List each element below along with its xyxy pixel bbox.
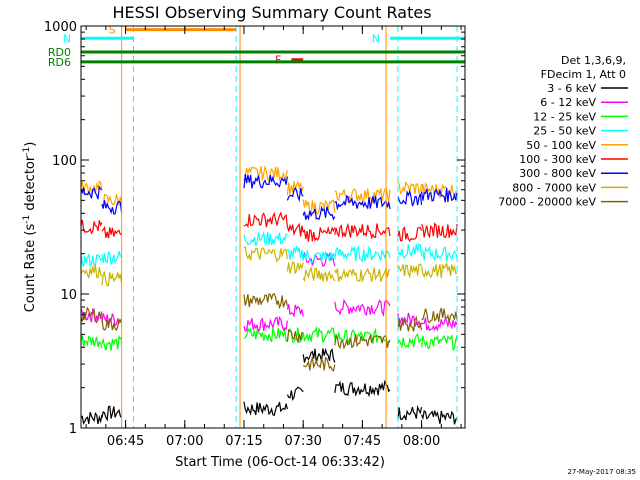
flag-label: RD0 bbox=[48, 46, 71, 59]
y-tick-label: 100 bbox=[52, 154, 77, 169]
x-tick-label: 07:00 bbox=[166, 434, 203, 449]
legend-entry-label: 25 - 50 keV bbox=[533, 125, 596, 138]
legend-entry-label: 800 - 7000 keV bbox=[512, 181, 596, 194]
series-line bbox=[80, 211, 458, 243]
flag-label: N bbox=[372, 32, 380, 45]
y-tick-label: 1000 bbox=[44, 20, 77, 35]
x-tick-label: 07:15 bbox=[225, 434, 262, 449]
x-tick-label: 08:00 bbox=[403, 434, 440, 449]
series-line bbox=[80, 293, 458, 373]
y-axis-title-suffix: ) bbox=[23, 142, 38, 147]
timestamp: 27-May-2017 08:35 bbox=[567, 468, 636, 476]
x-axis-title: Start Time (06-Oct-14 06:33:42) bbox=[175, 455, 385, 470]
series-line bbox=[80, 251, 458, 333]
legend-entry-label: 300 - 800 keV bbox=[519, 167, 596, 180]
flag-label: S bbox=[109, 24, 116, 37]
y-axis-title-sup1: -1 bbox=[22, 215, 32, 224]
y-axis: 1 10 100 1000 bbox=[44, 20, 465, 437]
flag-label: F bbox=[275, 54, 281, 67]
legend-entry-label: 100 - 300 keV bbox=[519, 153, 596, 166]
x-axis: 06:45 07:00 07:15 07:30 07:45 08:00 bbox=[85, 26, 462, 449]
series-line bbox=[80, 246, 458, 287]
y-axis-title-sup2: -1 bbox=[22, 147, 32, 156]
legend-entry-label: 6 - 12 keV bbox=[540, 96, 596, 109]
series-line bbox=[80, 231, 458, 268]
series-line bbox=[80, 325, 458, 351]
chart-title: HESSI Observing Summary Count Rates bbox=[112, 3, 431, 22]
legend-header-2: FDecim 1, Att 0 bbox=[541, 68, 626, 81]
y-axis-title-prefix: Count Rate (s bbox=[23, 224, 38, 313]
y-tick-label: 10 bbox=[60, 288, 77, 303]
x-tick-label: 07:45 bbox=[344, 434, 381, 449]
legend-entry-label: 12 - 25 keV bbox=[533, 110, 596, 123]
y-tick-label: 1 bbox=[69, 422, 77, 437]
x-tick-label: 06:45 bbox=[107, 434, 144, 449]
series-line bbox=[80, 164, 458, 216]
legend-entry-label: 3 - 6 keV bbox=[547, 82, 596, 95]
flag-label: N bbox=[63, 32, 71, 45]
flag-label: RD6 bbox=[48, 56, 71, 69]
series-line bbox=[80, 174, 458, 221]
legend-entry-label: 7000 - 20000 keV bbox=[498, 196, 596, 209]
legend: Det 1,3,6,9, FDecim 1, Att 0 3 - 6 keV6 … bbox=[498, 54, 628, 209]
y-axis-title-mid: detector bbox=[23, 155, 38, 215]
plot-frame bbox=[80, 25, 466, 429]
legend-header-1: Det 1,3,6,9, bbox=[561, 54, 626, 67]
y-axis-title: Count Rate (s-1 detector-1) bbox=[22, 142, 38, 313]
x-tick-label: 07:30 bbox=[284, 434, 321, 449]
svg-text:Count Rate (s-1 detector-1): Count Rate (s-1 detector-1) bbox=[22, 142, 38, 313]
series-line bbox=[80, 347, 458, 425]
legend-entry-label: 50 - 100 keV bbox=[526, 139, 596, 152]
